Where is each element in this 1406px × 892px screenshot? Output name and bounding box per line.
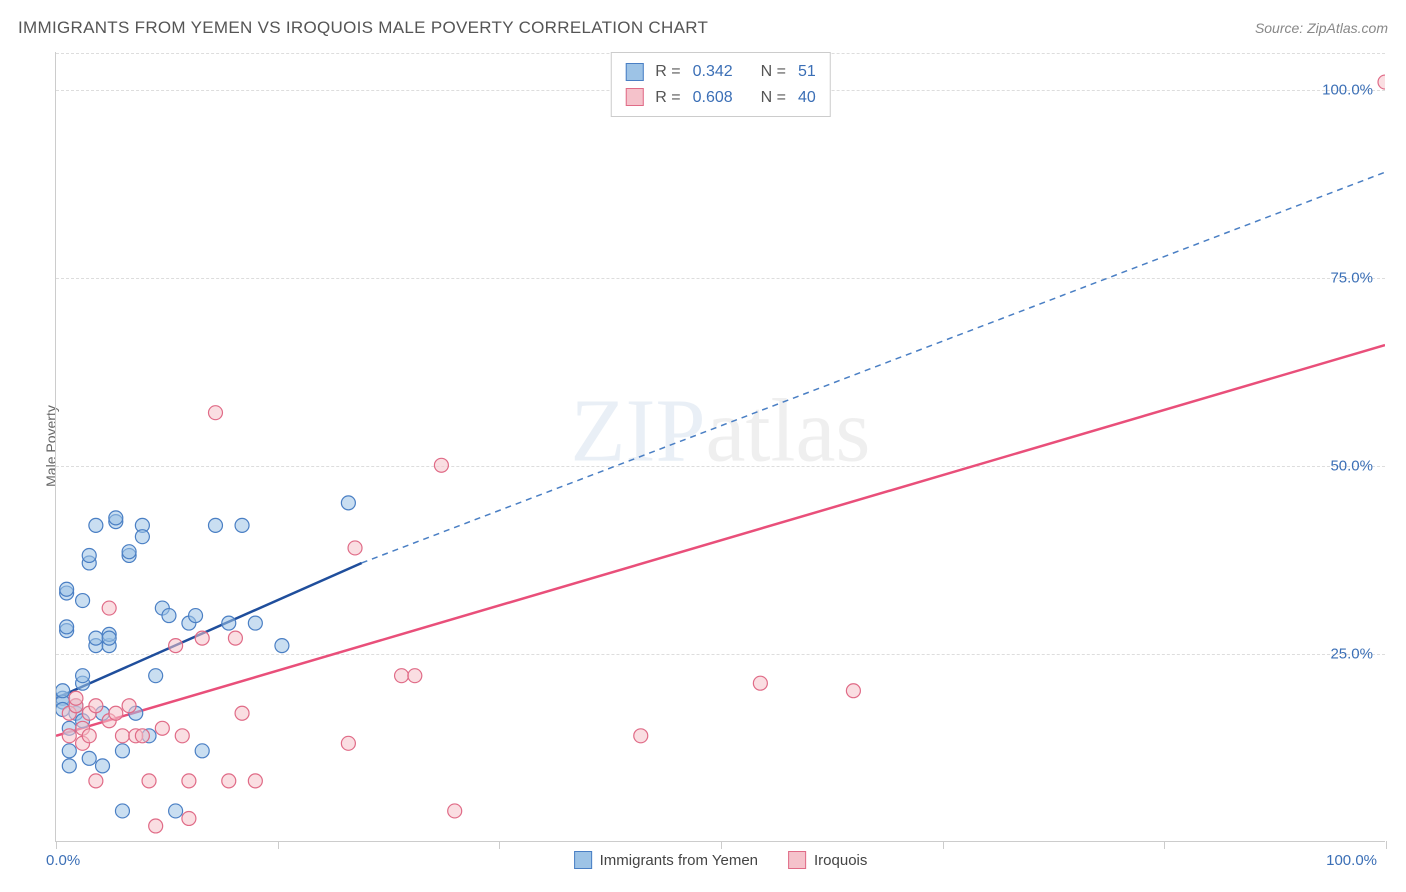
data-point — [341, 496, 355, 510]
data-point — [182, 811, 196, 825]
data-point — [753, 676, 767, 690]
data-point — [76, 669, 90, 683]
data-point — [62, 759, 76, 773]
data-point — [89, 631, 103, 645]
r-label: R = — [655, 59, 680, 85]
data-point — [109, 511, 123, 525]
legend-row: R = 0.608 N = 40 — [625, 85, 815, 111]
legend-item: Iroquois — [788, 851, 867, 869]
data-point — [135, 530, 149, 544]
data-point — [208, 406, 222, 420]
data-point — [60, 582, 74, 596]
n-label: N = — [761, 85, 786, 111]
legend-swatch — [788, 851, 806, 869]
data-point — [149, 819, 163, 833]
data-point — [634, 729, 648, 743]
data-point — [341, 736, 355, 750]
data-point — [89, 699, 103, 713]
data-point — [89, 774, 103, 788]
legend-label: Immigrants from Yemen — [600, 852, 758, 869]
data-point — [82, 729, 96, 743]
data-point — [115, 744, 129, 758]
r-value: 0.608 — [693, 85, 749, 111]
data-point — [115, 729, 129, 743]
data-point — [149, 669, 163, 683]
data-point — [162, 609, 176, 623]
source-attribution: Source: ZipAtlas.com — [1255, 20, 1388, 36]
data-point — [122, 545, 136, 559]
data-point — [448, 804, 462, 818]
x-tick — [278, 841, 279, 849]
data-point — [142, 774, 156, 788]
data-point — [395, 669, 409, 683]
data-point — [175, 729, 189, 743]
legend-label: Iroquois — [814, 852, 867, 869]
data-point — [434, 458, 448, 472]
data-point — [248, 616, 262, 630]
data-point — [235, 518, 249, 532]
trend-line — [56, 345, 1385, 736]
data-point — [69, 691, 83, 705]
data-point — [115, 804, 129, 818]
data-point — [208, 518, 222, 532]
data-point — [189, 609, 203, 623]
x-tick — [1386, 841, 1387, 849]
chart-title: IMMIGRANTS FROM YEMEN VS IROQUOIS MALE P… — [18, 18, 708, 38]
r-label: R = — [655, 85, 680, 111]
data-point — [228, 631, 242, 645]
x-tick — [499, 841, 500, 849]
n-value: 51 — [798, 59, 816, 85]
data-point — [182, 774, 196, 788]
trend-line-extension — [362, 172, 1385, 563]
plot-area: ZIPatlas R = 0.342 N = 51 R = 0.608 N = … — [55, 52, 1385, 842]
data-point — [82, 751, 96, 765]
data-point — [222, 774, 236, 788]
x-axis-min-label: 0.0% — [46, 852, 80, 869]
data-point — [195, 744, 209, 758]
legend-swatch — [625, 88, 643, 106]
x-tick — [56, 841, 57, 849]
data-point — [195, 631, 209, 645]
data-point — [122, 699, 136, 713]
data-point — [102, 601, 116, 615]
data-point — [76, 594, 90, 608]
n-value: 40 — [798, 85, 816, 111]
legend-item: Immigrants from Yemen — [574, 851, 758, 869]
data-point — [1378, 75, 1385, 89]
scatter-plot-svg — [56, 52, 1385, 841]
series-legend: Immigrants from Yemen Iroquois — [574, 851, 868, 869]
data-point — [275, 639, 289, 653]
data-point — [348, 541, 362, 555]
data-point — [96, 759, 110, 773]
x-axis-max-label: 100.0% — [1326, 852, 1377, 869]
x-tick — [943, 841, 944, 849]
data-point — [62, 729, 76, 743]
x-tick — [1164, 841, 1165, 849]
x-tick — [721, 841, 722, 849]
data-point — [82, 548, 96, 562]
data-point — [89, 518, 103, 532]
trend-line — [56, 563, 362, 698]
legend-swatch — [625, 63, 643, 81]
data-point — [135, 729, 149, 743]
data-point — [109, 706, 123, 720]
r-value: 0.342 — [693, 59, 749, 85]
legend-row: R = 0.342 N = 51 — [625, 59, 815, 85]
n-label: N = — [761, 59, 786, 85]
data-point — [102, 631, 116, 645]
data-point — [169, 639, 183, 653]
data-point — [155, 721, 169, 735]
data-point — [235, 706, 249, 720]
legend-swatch — [574, 851, 592, 869]
data-point — [248, 774, 262, 788]
data-point — [56, 684, 70, 698]
data-point — [222, 616, 236, 630]
data-point — [408, 669, 422, 683]
data-point — [62, 744, 76, 758]
data-point — [846, 684, 860, 698]
data-point — [60, 620, 74, 634]
data-point — [169, 804, 183, 818]
correlation-legend: R = 0.342 N = 51 R = 0.608 N = 40 — [610, 52, 830, 117]
